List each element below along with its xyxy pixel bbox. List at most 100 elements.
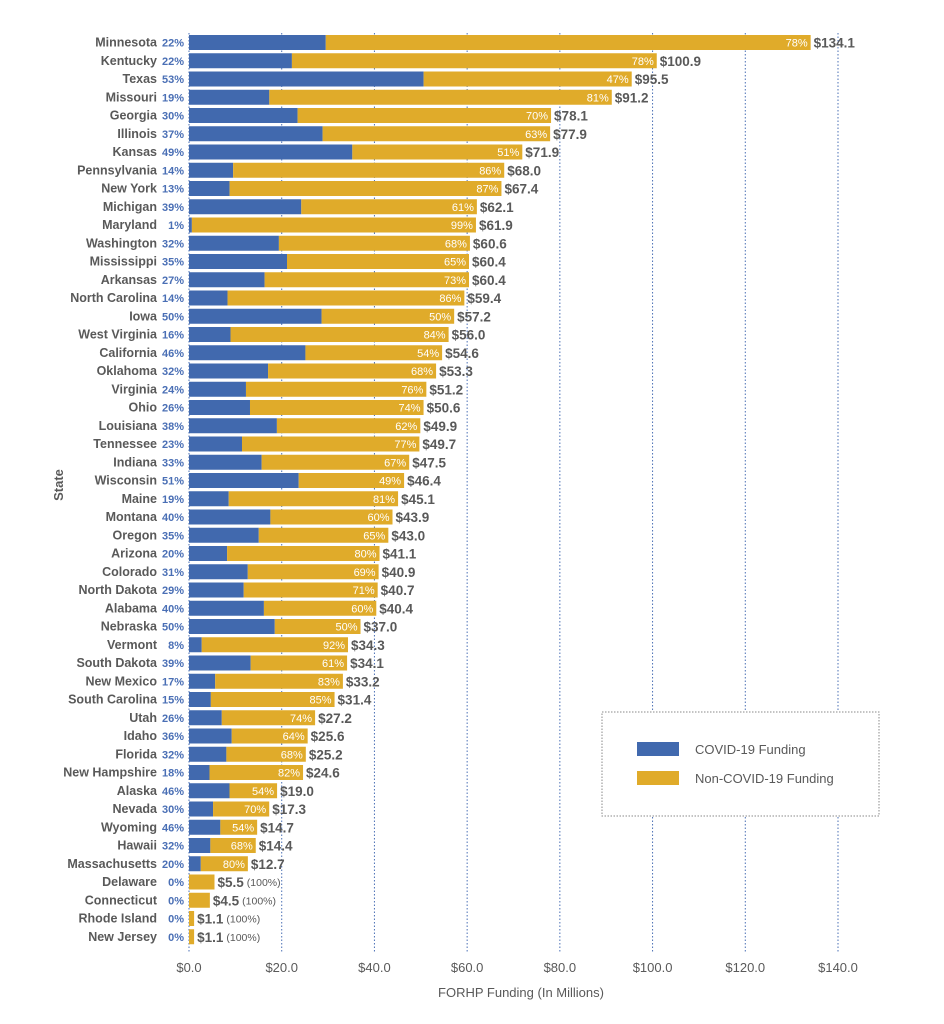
total-label: $31.4 bbox=[338, 693, 372, 708]
covid-pct-label: 51% bbox=[162, 476, 184, 488]
covid-pct-label: 17% bbox=[162, 676, 184, 688]
state-label: Maine bbox=[122, 492, 157, 506]
state-label: Alaska bbox=[117, 784, 158, 798]
state-label: Texas bbox=[122, 72, 157, 86]
bar-non-covid bbox=[423, 71, 632, 87]
non-covid-pct-label: 86% bbox=[479, 165, 501, 177]
bar-non-covid bbox=[241, 436, 420, 452]
bar-row bbox=[189, 710, 316, 726]
state-label: Georgia bbox=[110, 109, 158, 123]
non-covid-pct-label: 54% bbox=[417, 348, 439, 360]
non-covid-pct-label: 71% bbox=[353, 585, 375, 597]
bar-non-covid bbox=[286, 254, 469, 269]
covid-pct-label: 35% bbox=[162, 257, 184, 269]
state-label: West Virginia bbox=[78, 328, 158, 342]
bar-covid bbox=[189, 272, 265, 288]
bar-covid bbox=[189, 546, 228, 561]
bar-row bbox=[189, 363, 437, 379]
bar-non-covid bbox=[325, 35, 811, 50]
non-covid-pct-label: 61% bbox=[322, 658, 344, 670]
total-label: $27.2 bbox=[318, 711, 352, 726]
total-label: $60.6 bbox=[473, 236, 507, 251]
bar-non-covid bbox=[191, 217, 476, 233]
legend-label-non-covid: Non-COVID-19 Funding bbox=[695, 771, 834, 786]
total-label: $100.9 bbox=[660, 54, 701, 69]
bar-covid bbox=[189, 619, 275, 634]
bar-covid bbox=[189, 381, 246, 397]
state-label: New Mexico bbox=[85, 674, 157, 688]
bar-non-covid bbox=[227, 546, 380, 561]
bar-covid bbox=[189, 126, 323, 142]
covid-pct-label: 33% bbox=[162, 457, 184, 469]
covid-pct-label: 32% bbox=[162, 366, 184, 378]
bar-non-covid bbox=[301, 199, 477, 215]
covid-pct-label: 38% bbox=[162, 421, 184, 433]
covid-pct-label: 0% bbox=[168, 895, 184, 907]
state-label: Rhode Island bbox=[79, 912, 157, 926]
bar-covid bbox=[189, 783, 230, 799]
bar-covid bbox=[189, 765, 210, 780]
bar-row bbox=[189, 509, 393, 525]
state-label: Pennsylvania bbox=[77, 163, 158, 177]
bar-covid bbox=[189, 53, 292, 69]
x-axis-title: FORHP Funding (In Millions) bbox=[438, 985, 604, 1000]
covid-pct-label: 14% bbox=[162, 293, 184, 305]
bar-row bbox=[189, 71, 632, 87]
state-label: Colorado bbox=[102, 565, 157, 579]
non-covid-pct-label: 62% bbox=[395, 421, 417, 433]
total-label: $62.1 bbox=[480, 200, 514, 215]
non-covid-pct-label: 81% bbox=[373, 494, 395, 506]
total-label: $34.3 bbox=[351, 638, 385, 653]
total-label: $41.1 bbox=[383, 547, 417, 562]
bar-row bbox=[189, 783, 278, 799]
covid-pct-label: 49% bbox=[162, 147, 184, 159]
bar-row bbox=[189, 418, 421, 434]
bar-row bbox=[189, 929, 195, 945]
covid-pct-label: 46% bbox=[162, 786, 184, 798]
total-label: $67.4 bbox=[504, 182, 538, 197]
bar-row bbox=[189, 53, 657, 69]
total-label: $24.6 bbox=[306, 766, 340, 781]
bar-non-covid bbox=[210, 838, 256, 853]
state-label: Kansas bbox=[113, 145, 158, 159]
state-label: Alabama bbox=[105, 601, 158, 615]
non-covid-pct-label: (100%) bbox=[242, 895, 276, 907]
bar-non-covid bbox=[297, 108, 552, 123]
legend-swatch-non-covid bbox=[637, 771, 679, 785]
bar-covid bbox=[189, 692, 211, 707]
bar-covid bbox=[189, 509, 271, 525]
covid-pct-label: 13% bbox=[162, 184, 184, 196]
total-label: $56.0 bbox=[452, 328, 486, 343]
state-label: Nebraska bbox=[101, 620, 158, 634]
bar-row bbox=[189, 126, 551, 142]
state-label: New Hampshire bbox=[63, 766, 157, 780]
bar-non-covid bbox=[322, 126, 551, 142]
state-label: Utah bbox=[129, 711, 157, 725]
non-covid-pct-label: 68% bbox=[445, 238, 467, 250]
covid-pct-label: 16% bbox=[162, 330, 184, 342]
bar-covid bbox=[189, 600, 264, 616]
covid-pct-label: 8% bbox=[168, 640, 184, 652]
total-label: $43.0 bbox=[391, 528, 425, 543]
bar-row bbox=[189, 874, 215, 890]
total-label: $134.1 bbox=[814, 36, 856, 51]
state-label: Oklahoma bbox=[97, 364, 158, 378]
covid-pct-label: 22% bbox=[162, 38, 184, 50]
covid-pct-label: 40% bbox=[162, 603, 184, 615]
total-label: $33.2 bbox=[346, 674, 380, 689]
state-label: Washington bbox=[86, 236, 157, 250]
bar-covid bbox=[189, 746, 227, 762]
state-label: Arkansas bbox=[101, 273, 157, 287]
bar-row bbox=[189, 181, 502, 196]
bar-row bbox=[189, 35, 811, 50]
non-covid-pct-label: 49% bbox=[379, 476, 401, 488]
bar-non-covid bbox=[229, 783, 278, 799]
bar-row bbox=[189, 692, 335, 707]
total-label: $25.2 bbox=[309, 747, 343, 762]
bar-covid bbox=[189, 637, 202, 653]
total-label: $5.5 bbox=[217, 875, 244, 890]
non-covid-pct-label: 85% bbox=[310, 695, 332, 707]
x-tick-label: $40.0 bbox=[358, 960, 391, 975]
bar-non-covid bbox=[231, 728, 308, 744]
covid-pct-label: 40% bbox=[162, 512, 184, 524]
